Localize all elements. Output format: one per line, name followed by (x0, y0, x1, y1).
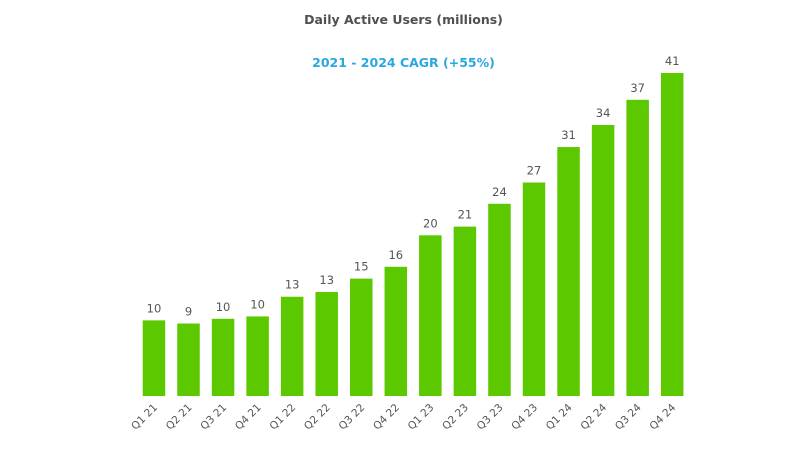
x-tick-label: Q2 21 (164, 402, 195, 433)
bar-q3-23 (488, 203, 511, 396)
x-tick-label: Q4 24 (647, 401, 678, 432)
chart-subtitle-cagr: 2021 - 2024 CAGR (+55%) (312, 55, 495, 70)
x-tick-label: Q3 24 (613, 401, 644, 432)
chart-title: Daily Active Users (millions) (304, 12, 503, 27)
data-label: 31 (561, 128, 576, 142)
bar-q4-21 (246, 316, 269, 396)
bar-q1-22 (280, 296, 304, 396)
data-label: 13 (319, 273, 334, 287)
x-tick-label: Q2 22 (302, 402, 333, 433)
data-label: 41 (665, 54, 680, 68)
data-label: 21 (458, 208, 473, 222)
bar-q2-22 (315, 292, 338, 396)
data-label: 10 (147, 301, 162, 315)
x-axis-tick-labels: Q1 21 Q2 21 Q3 21 Q4 21 Q1 22 Q2 22 Q3 22 Q4 22… (129, 401, 678, 432)
x-tick-label: Q4 23 (509, 402, 540, 433)
bar-q1-21 (142, 320, 166, 396)
x-tick-label: Q3 21 (198, 402, 229, 433)
bar-q2-21 (177, 323, 200, 396)
x-tick-label: Q1 23 (406, 402, 437, 433)
x-tick-label: Q4 21 (233, 402, 264, 433)
bar-q3-22 (350, 278, 373, 396)
x-tick-label: Q1 21 (129, 402, 160, 433)
x-tick-label: Q3 22 (337, 402, 368, 433)
x-tick-label: Q4 22 (371, 402, 402, 433)
x-tick-label: Q1 22 (267, 402, 298, 433)
x-tick-label: Q3 23 (475, 402, 506, 433)
x-tick-label: Q2 23 (440, 402, 471, 433)
data-label: 10 (216, 300, 231, 314)
data-label: 9 (185, 305, 192, 319)
data-label: 27 (527, 164, 542, 178)
data-label: 37 (630, 81, 645, 95)
bar-q2-23 (453, 226, 477, 396)
bars-group (142, 73, 684, 396)
data-label: 24 (492, 185, 507, 199)
data-label: 10 (250, 297, 265, 311)
bar-q3-24 (626, 99, 649, 396)
data-label: 15 (354, 260, 369, 274)
data-label: 20 (423, 216, 438, 230)
data-label: 34 (596, 106, 611, 120)
bar-q4-23 (522, 182, 546, 396)
data-label: 13 (285, 278, 300, 292)
x-tick-label: Q2 24 (578, 401, 609, 432)
bar-q4-22 (384, 266, 408, 396)
bar-q1-24 (557, 147, 580, 396)
data-labels-group: 10 9 10 10 13 13 15 16 20 21 24 27 31 34 37 41 (147, 54, 680, 319)
bar-q1-23 (419, 235, 442, 396)
data-label: 16 (388, 248, 403, 262)
bar-q2-24 (591, 125, 615, 396)
bar-q3-21 (211, 318, 235, 396)
x-tick-label: Q1 24 (544, 401, 575, 432)
bar-q4-24 (660, 73, 684, 396)
